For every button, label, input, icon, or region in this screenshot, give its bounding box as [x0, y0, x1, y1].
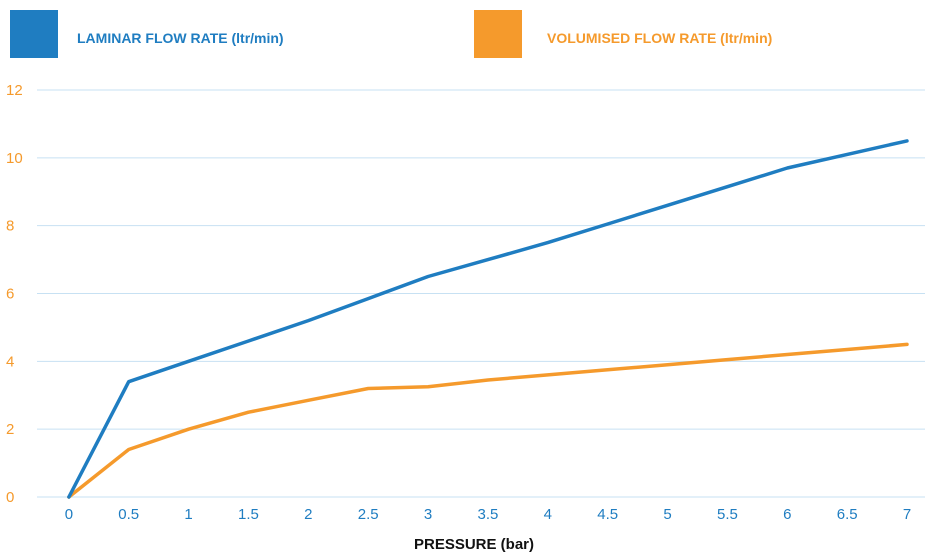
- y-tick-label: 8: [6, 218, 14, 235]
- x-tick-label: 2.5: [358, 506, 379, 523]
- x-tick-label: 4: [544, 506, 552, 523]
- y-tick-label: 10: [6, 150, 23, 167]
- x-tick-label: 6: [783, 506, 791, 523]
- x-tick-label: 2: [304, 506, 312, 523]
- y-tick-label: 2: [6, 421, 14, 438]
- y-tick-label: 6: [6, 286, 14, 303]
- x-tick-label: 3.5: [478, 506, 499, 523]
- legend-label-laminar: LAMINAR FLOW RATE (ltr/min): [77, 30, 284, 46]
- legend-label-volumised: VOLUMISED FLOW RATE (ltr/min): [547, 30, 772, 46]
- series-line-volumised: [67, 342, 909, 499]
- x-tick-label: 0: [65, 506, 73, 523]
- legend-swatch-laminar: [10, 10, 58, 58]
- series-lines: [67, 139, 909, 499]
- series-line-laminar: [67, 139, 909, 499]
- x-tick-label: 7: [903, 506, 911, 523]
- x-tick-label: 3: [424, 506, 432, 523]
- x-tick-label: 0.5: [118, 506, 139, 523]
- x-tick-label: 5.5: [717, 506, 738, 523]
- x-tick-label: 4.5: [597, 506, 618, 523]
- y-tick-label: 0: [6, 489, 14, 506]
- legend-swatch-volumised: [474, 10, 522, 58]
- x-tick-label: 1.5: [238, 506, 259, 523]
- x-tick-label: 1: [184, 506, 192, 523]
- x-axis-ticks: 0 0.5 1 1.5 2 2.5 3 3.5 4 4.5 5 5.5 6 6.5 7: [65, 506, 912, 523]
- legend: LAMINAR FLOW RATE (ltr/min) VOLUMISED FL…: [10, 10, 772, 58]
- y-tick-label: 4: [6, 353, 14, 370]
- y-tick-label: 12: [6, 82, 23, 99]
- y-axis-ticks: 0 2 4 6 8 10 12: [6, 82, 23, 506]
- x-tick-label: 5: [663, 506, 671, 523]
- x-tick-label: 6.5: [837, 506, 858, 523]
- x-axis-label: PRESSURE (bar): [414, 536, 534, 553]
